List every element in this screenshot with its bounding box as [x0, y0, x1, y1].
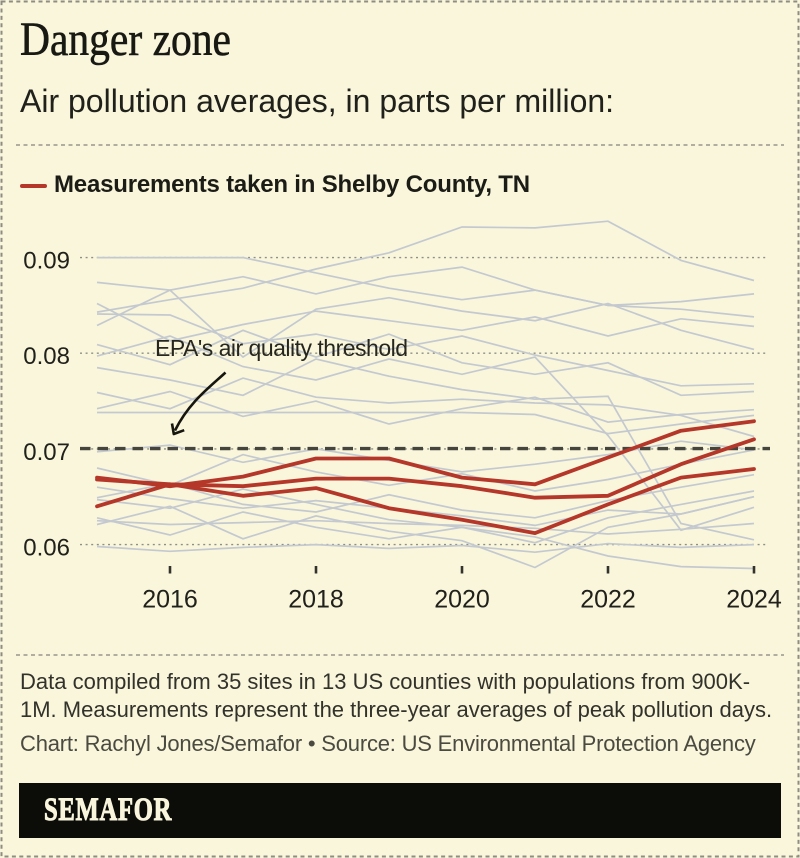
svg-text:0.07: 0.07 — [23, 439, 70, 466]
svg-text:2018: 2018 — [288, 586, 344, 614]
svg-text:2022: 2022 — [580, 586, 636, 614]
svg-text:EPA's air quality threshold: EPA's air quality threshold — [155, 335, 408, 361]
svg-text:0.08: 0.08 — [23, 343, 70, 370]
svg-text:2020: 2020 — [434, 586, 490, 614]
svg-text:2024: 2024 — [726, 586, 782, 614]
svg-text:0.09: 0.09 — [23, 248, 70, 275]
svg-text:2016: 2016 — [142, 586, 198, 614]
svg-text:0.06: 0.06 — [23, 535, 70, 562]
